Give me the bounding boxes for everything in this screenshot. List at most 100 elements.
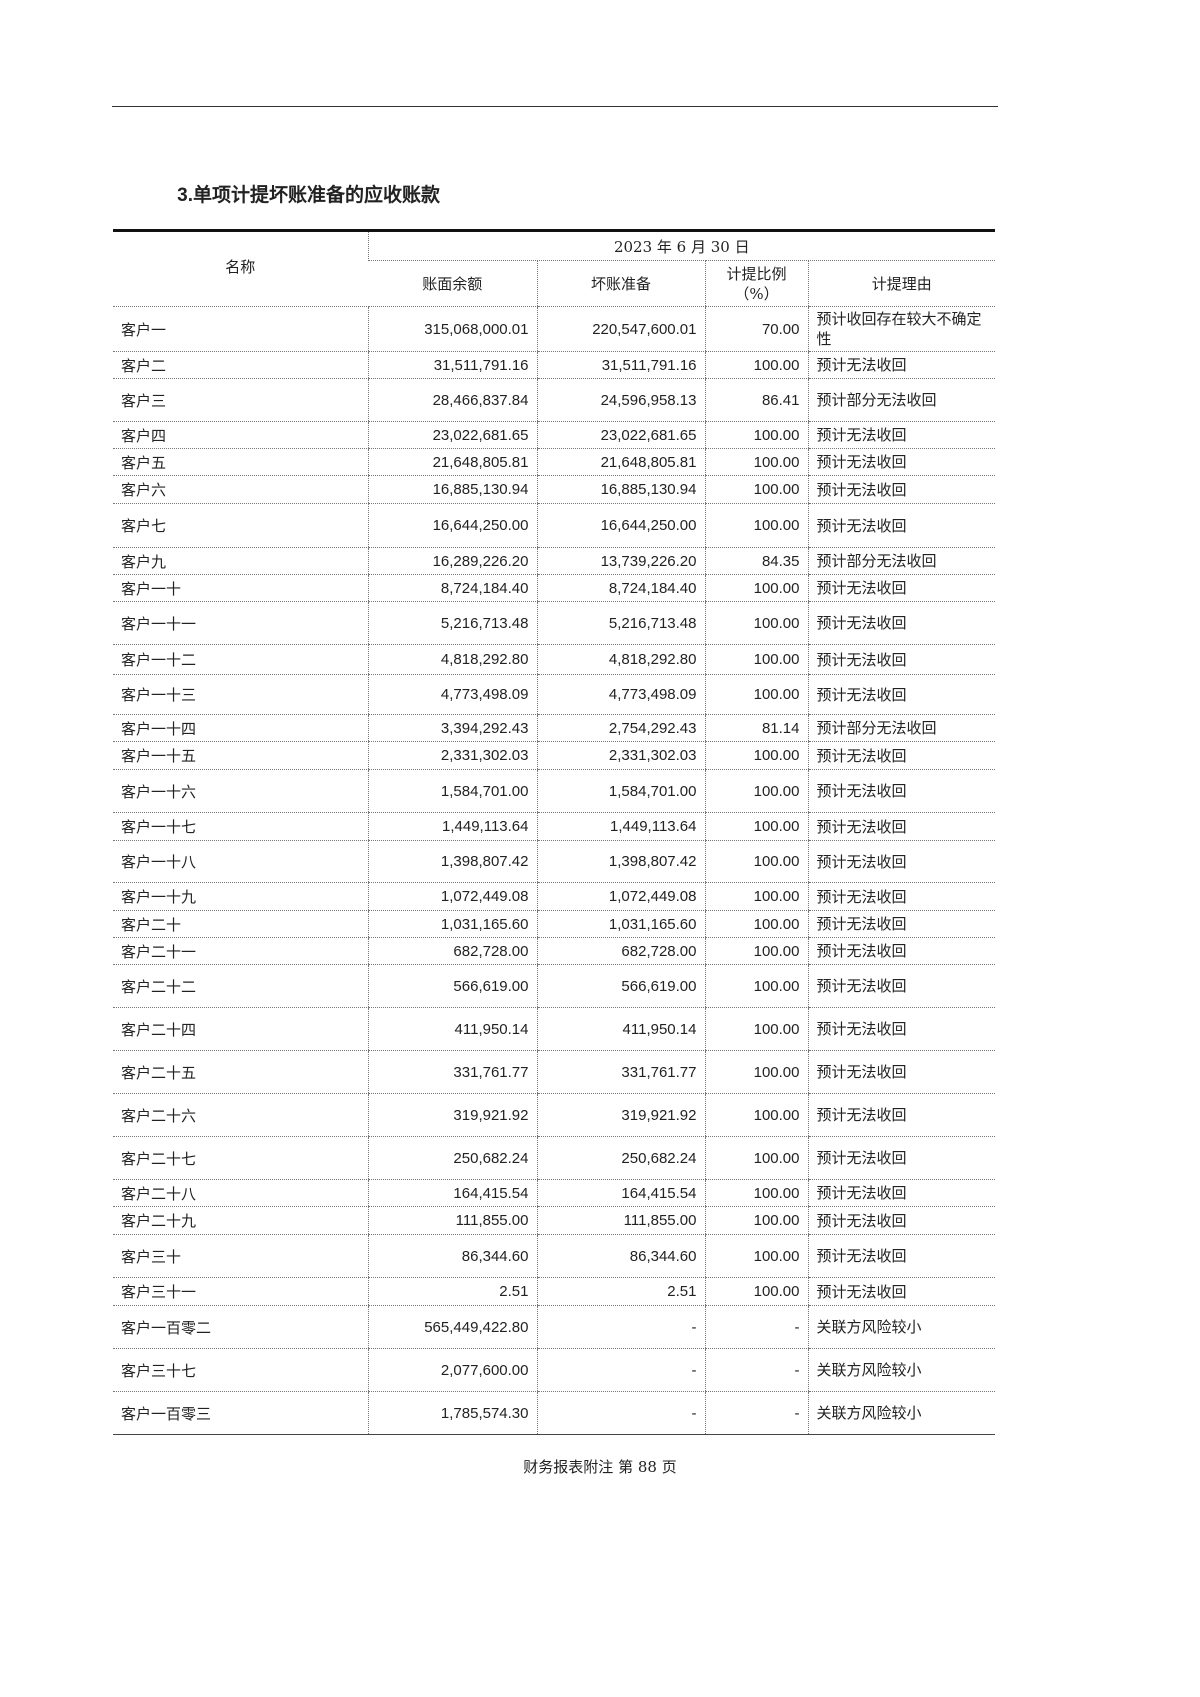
book-balance: 1,072,449.08: [367, 882, 537, 911]
provision-reason: 预计无法收回: [807, 1136, 996, 1180]
bad-debt-provision: 1,072,449.08: [536, 882, 705, 911]
customer-name: 客户一十五: [113, 741, 368, 770]
customer-name: 客户一百零三: [113, 1391, 368, 1435]
bad-debt-provision: 331,761.77: [536, 1050, 705, 1094]
provision-ratio: 100.00: [704, 1234, 808, 1278]
table-row: 客户一百零三 1,785,574.30- - 关联方风险较小: [113, 1391, 996, 1435]
customer-name: 客户一十一: [113, 601, 368, 645]
table-row: 客户一十五 2,331,302.03 2,331,302.03 100.00 预计无法收…: [113, 741, 996, 770]
table-row: 客户三十一 2.51 2.51 100.00 预计无法收回: [113, 1277, 996, 1306]
book-balance: 1,031,165.60: [367, 910, 537, 938]
header-rule: [112, 106, 998, 107]
provision-ratio: 100.00: [704, 475, 808, 504]
book-balance: 1,785,574.30: [367, 1391, 537, 1435]
table-row: 客户一十 8,724,184.40 8,724,184.40 100.00 预计无法收回: [113, 574, 996, 602]
provision-ratio: 100.00: [704, 964, 808, 1008]
customer-name: 客户一十九: [113, 882, 368, 911]
book-balance: 682,728.00: [367, 937, 537, 965]
customer-name: 客户一十二: [113, 644, 368, 675]
provision-ratio: 100.00: [704, 644, 808, 675]
book-balance: 411,950.14: [367, 1007, 537, 1051]
provision-reason: 预计无法收回: [807, 674, 996, 715]
provision-reason: 预计无法收回: [807, 1050, 996, 1094]
provision-reason: 预计无法收回: [807, 840, 996, 883]
customer-name: 客户二十二: [113, 964, 368, 1008]
bad-debt-provision: -: [536, 1348, 705, 1392]
provision-reason: 预计无法收回: [807, 351, 996, 379]
provision-reason: 预计无法收回: [807, 475, 996, 504]
provision-ratio: 100.00: [704, 741, 808, 770]
bad-debt-provision: 1,398,807.42: [536, 840, 705, 883]
provision-ratio: 100.00: [704, 1179, 808, 1207]
provision-reason: 预计部分无法收回: [807, 547, 996, 575]
book-balance: 331,761.77: [367, 1050, 537, 1094]
bad-debt-provision: 24,596,958.13: [536, 378, 705, 422]
table-row: 客户一十八 1,398,807.42 1,398,807.42 100.00 预计无法收…: [113, 840, 996, 883]
provision-ratio: 81.14: [704, 714, 808, 742]
bad-debt-provision: 4,773,498.09: [536, 674, 705, 715]
book-balance: 111,855.00: [367, 1206, 537, 1235]
bad-debt-provision: 2,331,302.03: [536, 741, 705, 770]
provision-ratio: 100.00: [704, 1136, 808, 1180]
bad-debt-table: 名称 2023 年 6 月 30 日 账面余额 坏账准备 计提比例（%） 计提理…: [113, 229, 996, 1435]
provision-reason: 预计无法收回: [807, 601, 996, 645]
header-name: 名称: [113, 230, 368, 307]
book-balance: 31,511,791.16: [367, 351, 537, 379]
provision-reason: 预计无法收回: [807, 1277, 996, 1306]
bad-debt-provision: 16,885,130.94: [536, 475, 705, 504]
bad-debt-provision: 1,031,165.60: [536, 910, 705, 938]
provision-ratio: 100.00: [704, 351, 808, 379]
table-row: 客户二十九 111,855.00 111,855.00 100.00 预计无法收回: [113, 1206, 996, 1235]
table-row: 客户一十六 1,584,701.00 1,584,701.00 100.00 预计无法收…: [113, 769, 996, 813]
table-row: 客户一十一 5,216,713.48 5,216,713.48 100.00 预计无法收…: [113, 601, 996, 645]
customer-name: 客户一十: [113, 574, 368, 602]
provision-reason: 预计无法收回: [807, 1234, 996, 1278]
provision-ratio: 100.00: [704, 1277, 808, 1306]
table-row: 客户二十八 164,415.54 164,415.54 100.00 预计无法收回: [113, 1179, 996, 1207]
customer-name: 客户五: [113, 448, 368, 476]
customer-name: 客户一十八: [113, 840, 368, 883]
customer-name: 客户三十一: [113, 1277, 368, 1306]
provision-ratio: 100.00: [704, 840, 808, 883]
customer-name: 客户二十五: [113, 1050, 368, 1094]
bad-debt-provision: 4,818,292.80: [536, 644, 705, 675]
provision-ratio: 70.00: [704, 306, 808, 352]
table-row: 客户二十五 331,761.77 331,761.77 100.00 预计无法收回: [113, 1050, 996, 1094]
book-balance: 2,077,600.00: [367, 1348, 537, 1392]
bad-debt-provision: 250,682.24: [536, 1136, 705, 1180]
table-row: 客户二十七 250,682.24 250,682.24 100.00 预计无法收回: [113, 1136, 996, 1180]
provision-reason: 预计无法收回: [807, 1206, 996, 1235]
provision-ratio: -: [704, 1305, 808, 1349]
bad-debt-provision: 566,619.00: [536, 964, 705, 1008]
customer-name: 客户一十四: [113, 714, 368, 742]
bad-debt-provision: -: [536, 1391, 705, 1435]
provision-ratio: 100.00: [704, 769, 808, 813]
bad-debt-provision: 2,754,292.43: [536, 714, 705, 742]
table-row: 客户一十四 3,394,292.43 2,754,292.43 81.14 预计部分无法…: [113, 714, 996, 742]
provision-reason: 预计无法收回: [807, 1093, 996, 1137]
book-balance: 250,682.24: [367, 1136, 537, 1180]
customer-name: 客户三十七: [113, 1348, 368, 1392]
book-balance: 1,584,701.00: [367, 769, 537, 813]
book-balance: 2.51: [367, 1277, 537, 1306]
customer-name: 客户一百零二: [113, 1305, 368, 1349]
provision-reason: 预计无法收回: [807, 910, 996, 938]
provision-reason: 预计收回存在较大不确定性: [807, 306, 996, 352]
customer-name: 客户三十: [113, 1234, 368, 1278]
header-reason: 计提理由: [807, 260, 996, 307]
book-balance: 1,449,113.64: [367, 812, 537, 841]
provision-reason: 预计部分无法收回: [807, 714, 996, 742]
table-row: 客户三十 86,344.60 86,344.60 100.00 预计无法收回: [113, 1234, 996, 1278]
book-balance: 16,644,250.00: [367, 503, 537, 548]
book-balance: 565,449,422.80: [367, 1305, 537, 1349]
book-balance: 5,216,713.48: [367, 601, 537, 645]
table-row: 客户五 21,648,805.81 21,648,805.81 100.00 预计无法收…: [113, 448, 996, 476]
table-row: 客户一十七 1,449,113.64 1,449,113.64 100.00 预计无法收…: [113, 812, 996, 841]
provision-ratio: 100.00: [704, 1050, 808, 1094]
customer-name: 客户四: [113, 421, 368, 449]
customer-name: 客户一十七: [113, 812, 368, 841]
book-balance: 23,022,681.65: [367, 421, 537, 449]
bad-debt-provision: 1,584,701.00: [536, 769, 705, 813]
bad-debt-provision: 220,547,600.01: [536, 306, 705, 352]
